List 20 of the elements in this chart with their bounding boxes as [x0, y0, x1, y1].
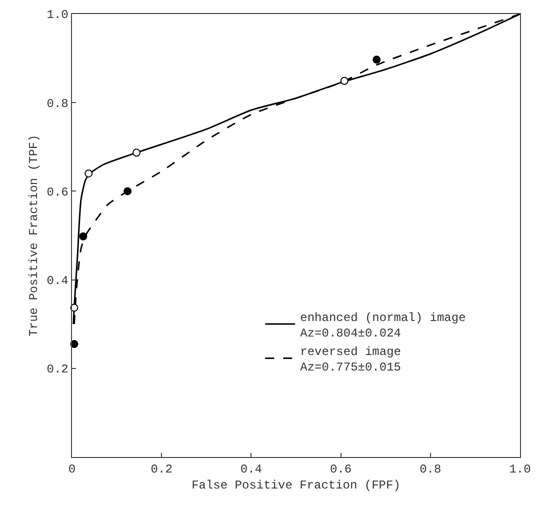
point: [79, 232, 88, 240]
point: [84, 169, 93, 178]
x-tick-label: 0: [68, 462, 76, 477]
x-tick-label: 0.6: [330, 462, 352, 477]
legend-label: reversed image Az=0.775±0.015: [300, 345, 401, 375]
point: [340, 76, 348, 85]
x-tick-label: 0.4: [240, 462, 262, 477]
y-tick-label: 0.6: [46, 185, 68, 200]
point: [132, 148, 141, 157]
x-tick-label: 1.0: [509, 462, 531, 477]
y-tick-label: 0.8: [46, 96, 68, 111]
x-tick-label: 0.2: [150, 462, 172, 477]
y-tick-label: 1.0: [46, 8, 68, 22]
x-tick-label: 0.8: [420, 462, 442, 477]
point: [124, 187, 132, 196]
y-tick-label: 0.4: [46, 274, 68, 288]
point: [372, 56, 381, 64]
x-axis-title: False Positive Fraction (FPF): [192, 478, 400, 492]
y-tick-label: 0.2: [46, 362, 68, 377]
y-axis-title: True Positive Fraction (TPF): [27, 134, 42, 336]
